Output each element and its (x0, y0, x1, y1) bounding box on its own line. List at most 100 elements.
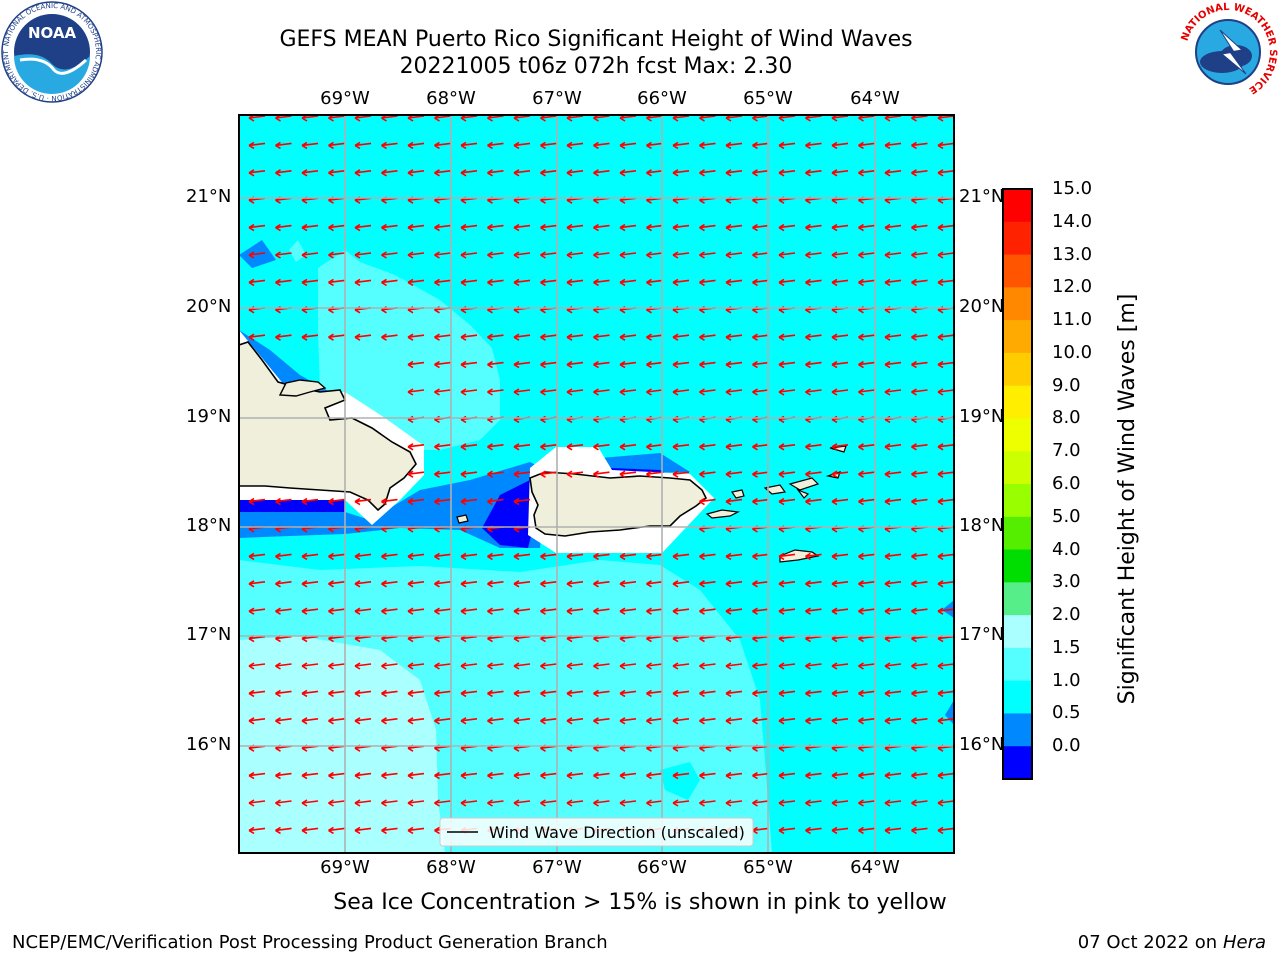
wind-wave-arrow (752, 607, 769, 615)
wind-wave-arrow (354, 251, 372, 259)
wind-wave-arrow (354, 662, 372, 670)
wind-wave-arrow (778, 799, 796, 807)
wind-wave-arrow (407, 196, 425, 204)
wind-wave-arrow (513, 278, 531, 287)
sea-ice-footnote: Sea Ice Concentration > 15% is shown in … (333, 890, 947, 915)
wind-wave-arrow (513, 388, 531, 396)
wind-wave-arrow (381, 306, 398, 314)
wind-wave-arrow (831, 607, 849, 615)
wind-wave-arrow (911, 278, 928, 287)
wind-wave-arrow (540, 333, 557, 341)
wind-wave-arrow (566, 169, 584, 177)
wind-wave-arrow (911, 497, 928, 506)
wind-wave-arrow (460, 771, 478, 780)
wind-wave-arrow (672, 552, 690, 561)
wind-wave-arrow (884, 360, 902, 369)
colorbar-segment (1003, 516, 1032, 551)
wind-wave-arrow (937, 141, 954, 150)
wind-wave-arrow (434, 141, 451, 150)
wind-wave-arrow (725, 799, 743, 807)
wind-wave-arrow (752, 717, 769, 725)
wind-wave-arrow (619, 415, 637, 424)
wind-wave-arrow (752, 278, 769, 287)
wind-wave-arrow (540, 662, 557, 670)
wind-wave-arrow (248, 826, 266, 835)
wind-wave-arrow (434, 196, 451, 204)
wind-wave-arrow (884, 607, 902, 615)
wind-wave-arrow (487, 525, 504, 533)
wind-wave-arrow (434, 415, 451, 424)
wind-wave-arrow (301, 662, 319, 670)
wind-wave-arrow (672, 799, 690, 807)
wind-wave-arrow (513, 360, 531, 369)
wind-wave-arrow (937, 771, 954, 780)
wave-field-0.0-south (239, 500, 345, 512)
wind-wave-arrow (566, 634, 584, 643)
lat-label-left: 19°N (186, 406, 232, 427)
wind-wave-arrow (328, 169, 345, 177)
colorbar-tick-label: 11.0 (1052, 309, 1093, 331)
colorbar-segment (1003, 287, 1032, 321)
wind-wave-arrow (778, 717, 796, 725)
wind-wave-arrow (672, 278, 690, 287)
wind-wave-arrow (248, 607, 266, 615)
wind-wave-arrow (460, 607, 478, 615)
wind-wave-arrow (937, 525, 954, 533)
lon-label-top: 65°W (743, 88, 793, 109)
wind-wave-arrow (831, 278, 849, 287)
wind-wave-arrow (381, 552, 398, 561)
wind-wave-arrow (752, 115, 769, 122)
wind-wave-arrow (725, 251, 743, 259)
lat-label-right: 17°N (959, 624, 1005, 645)
wind-wave-arrow (566, 115, 584, 122)
wind-wave-arrow (911, 470, 928, 478)
wind-wave-arrow (540, 415, 557, 424)
wind-wave-arrow (805, 251, 822, 259)
wind-wave-arrow (566, 196, 584, 204)
lon-label-top: 69°W (320, 88, 370, 109)
wind-wave-arrow (407, 607, 425, 615)
wind-wave-arrow (831, 826, 849, 835)
wind-wave-arrow (699, 169, 716, 177)
wind-wave-arrow (593, 552, 610, 561)
wind-wave-arrow (911, 306, 928, 314)
wind-wave-arrow (434, 306, 451, 314)
wind-wave-arrow (725, 278, 743, 287)
wind-wave-arrow (911, 169, 928, 177)
wind-wave-arrow (381, 634, 398, 643)
wind-wave-arrow (619, 115, 637, 122)
wind-wave-arrow (699, 552, 716, 561)
wind-wave-arrow (831, 717, 849, 725)
wind-wave-arrow (460, 443, 478, 451)
wind-wave-arrow (354, 552, 372, 561)
colorbar-segment (1003, 615, 1032, 649)
wind-wave-arrow (328, 525, 345, 533)
wind-wave-arrow (805, 525, 822, 533)
wave-field-south-1.5 (239, 560, 772, 853)
wind-wave-arrow (646, 388, 663, 396)
wind-wave-arrow (619, 278, 637, 287)
wind-wave-arrow (434, 360, 451, 369)
wind-wave-arrow (937, 607, 954, 615)
wind-wave-arrow (434, 607, 451, 615)
wind-wave-arrow (540, 689, 557, 698)
wind-wave-arrow (937, 415, 954, 424)
wind-wave-arrow (301, 251, 319, 259)
wind-wave-arrow (858, 662, 875, 670)
wind-wave-arrow (540, 552, 557, 561)
wind-wave-arrow (911, 115, 928, 122)
wind-wave-arrow (513, 251, 531, 259)
wind-wave-arrow (937, 278, 954, 287)
wind-wave-arrow (858, 497, 875, 506)
lat-label-right: 21°N (959, 186, 1005, 207)
wind-wave-arrow (699, 415, 716, 424)
wind-wave-arrow (328, 223, 345, 232)
wind-wave-arrow (858, 634, 875, 643)
wind-wave-arrow (566, 141, 584, 150)
land-puerto-rico (529, 471, 708, 537)
wind-wave-arrow (911, 552, 928, 561)
land-hispaniola (239, 341, 417, 512)
wind-wave-arrow (593, 360, 610, 369)
wind-wave-arrow (858, 169, 875, 177)
wind-wave-arrow (487, 799, 504, 807)
